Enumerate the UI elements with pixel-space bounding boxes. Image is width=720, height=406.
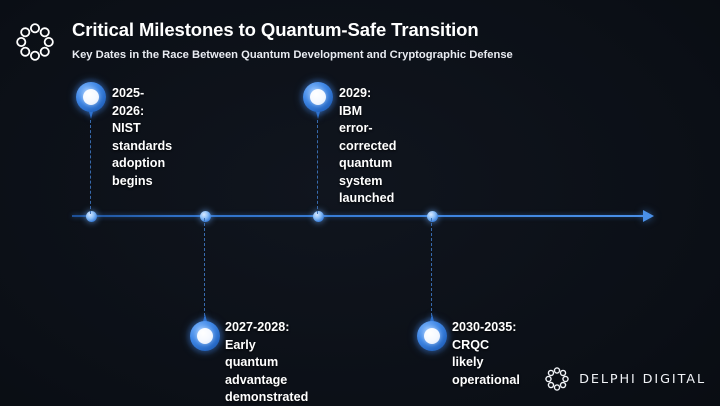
header: Critical Milestones to Quantum-Safe Tran… bbox=[0, 0, 720, 72]
milestone-label: 2030-2035: CRQC likely operational bbox=[452, 320, 520, 387]
delphi-ring-icon bbox=[14, 21, 56, 63]
pin-core bbox=[310, 89, 326, 105]
page-title: Critical Milestones to Quantum-Safe Tran… bbox=[72, 19, 479, 40]
pin-core bbox=[83, 89, 99, 105]
axis-node bbox=[312, 210, 324, 222]
milestone-pin[interactable] bbox=[71, 77, 111, 120]
footer-wordmark: DELPHI DIGITAL bbox=[579, 371, 706, 387]
axis-node bbox=[426, 210, 438, 222]
milestone-pin[interactable] bbox=[185, 313, 225, 356]
connector-line bbox=[90, 120, 91, 214]
title-block: Critical Milestones to Quantum-Safe Tran… bbox=[72, 18, 513, 64]
milestone-label: 2025-2026: NIST standards adoption begin… bbox=[112, 86, 173, 188]
axis-node bbox=[85, 210, 97, 222]
pin-core bbox=[197, 328, 213, 344]
footer-logo: DELPHI DIGITAL bbox=[544, 366, 706, 392]
milestone-label: 2027-2028: Early quantum advantage demon… bbox=[225, 320, 309, 404]
axis-node bbox=[199, 210, 211, 222]
page-subtitle: Key Dates in the Race Between Quantum De… bbox=[72, 49, 513, 61]
milestone-label: 2029: IBM error-corrected quantum system… bbox=[339, 86, 397, 205]
connector-line bbox=[204, 218, 205, 316]
delphi-ring-icon bbox=[544, 366, 570, 392]
connector-line bbox=[317, 120, 318, 214]
milestone-pin[interactable] bbox=[412, 313, 452, 356]
milestone-pin[interactable] bbox=[298, 77, 338, 120]
connector-line bbox=[431, 218, 432, 316]
arrow-right-icon bbox=[643, 209, 654, 222]
timeline-axis bbox=[72, 215, 649, 217]
pin-core bbox=[424, 328, 440, 344]
